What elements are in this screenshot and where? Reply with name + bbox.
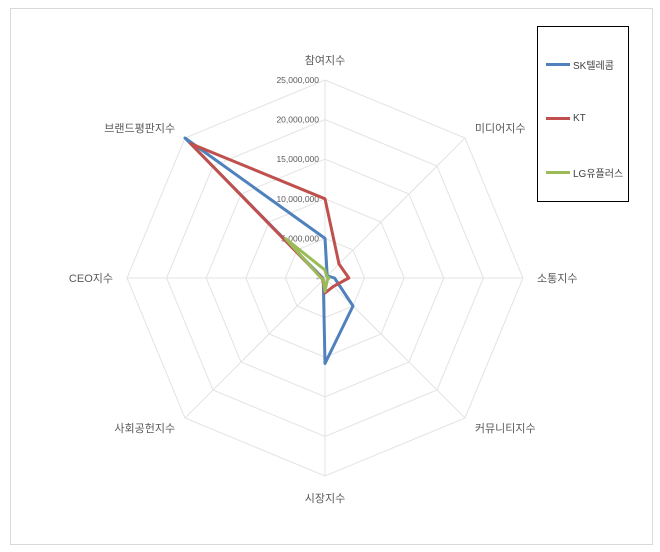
axis-label: CEO지수 — [69, 272, 113, 285]
series-line-2 — [284, 237, 331, 293]
radial-tick-label: - — [316, 273, 319, 283]
radial-tick-label: 20,000,000 — [276, 115, 319, 125]
grid-spoke-1 — [324, 137, 466, 279]
axis-label: 참여지수 — [305, 54, 345, 67]
legend-swatch-sk — [546, 62, 570, 66]
legend-item-sk: SK텔레콤 — [546, 56, 614, 72]
axis-label: 소통지수 — [537, 272, 577, 285]
radial-tick-labels: - 5,000,000 10,000,000 15,000,000 20,000,000… — [276, 75, 319, 283]
axis-label: 커뮤니티지수 — [475, 422, 536, 435]
legend-item-lg: LG유플러스 — [546, 164, 623, 180]
legend-label-sk: SK텔레콤 — [573, 60, 614, 72]
series-lines — [183, 136, 355, 365]
axis-label: 시장지수 — [305, 492, 345, 505]
legend: SK텔레콤 KT LG유플러스 — [537, 26, 629, 202]
radial-tick-label: 5,000,000 — [281, 233, 319, 243]
grid-spoke-5 — [184, 277, 326, 419]
axis-label: 브랜드평판지수 — [104, 122, 175, 135]
series-line-1 — [189, 142, 351, 295]
radial-tick-label: 10,000,000 — [276, 194, 319, 204]
axis-label: 사회공헌지수 — [114, 422, 175, 435]
legend-label-kt: KT — [573, 112, 586, 124]
legend-item-kt: KT — [546, 110, 586, 126]
axis-label: 미디어지수 — [475, 122, 526, 135]
radial-tick-label: 15,000,000 — [276, 154, 319, 164]
legend-label-lg: LG유플러스 — [573, 168, 624, 180]
legend-swatch-kt — [546, 116, 570, 120]
radial-tick-label: 25,000,000 — [276, 75, 319, 85]
legend-swatch-lg — [546, 170, 570, 174]
